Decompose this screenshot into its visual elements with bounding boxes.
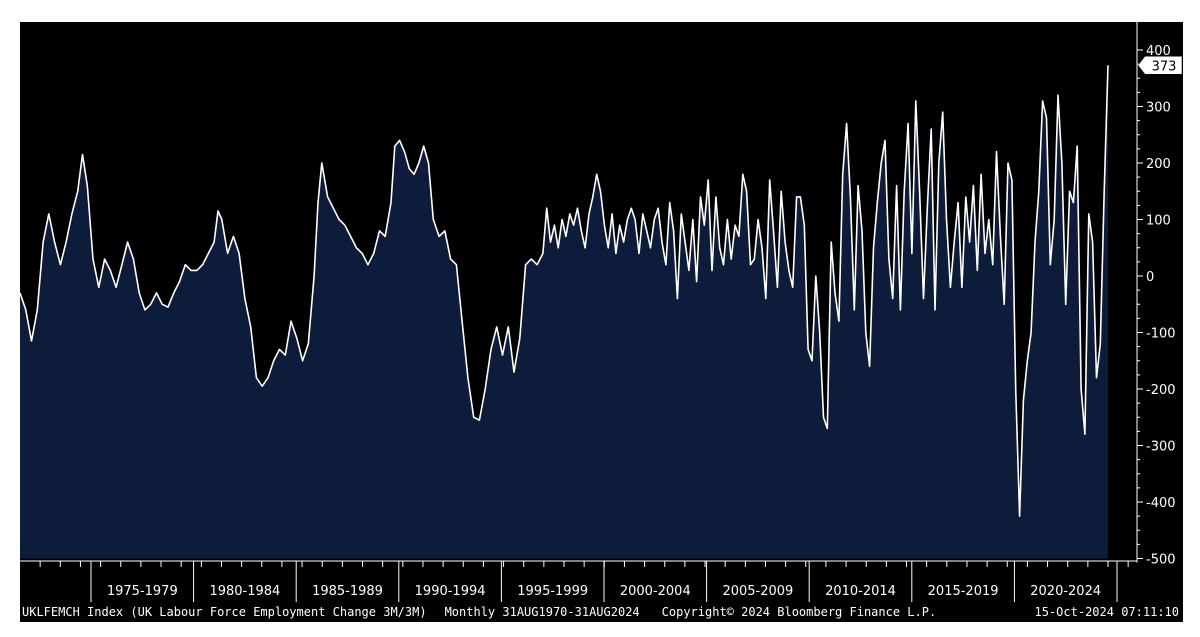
x-tick-label: 2010-2014	[825, 584, 896, 599]
x-axis: 1975-1979 1980-1984 1985-1989 1990-1994 1995…	[20, 560, 1137, 602]
y-tick-label: -500	[1146, 553, 1176, 568]
x-tick-label: 1990-1994	[415, 584, 486, 599]
x-tick-label: 2005-2009	[722, 584, 793, 599]
x-tick-label: 2020-2024	[1030, 584, 1101, 599]
y-tick-label: 100	[1146, 214, 1171, 229]
last-value-flag	[1137, 56, 1183, 75]
x-tick-label: 1975-1979	[107, 584, 178, 599]
x-tick-label: 2015-2019	[928, 584, 999, 599]
last-value-marker: 373	[1137, 56, 1183, 75]
area-layer	[19, 65, 1109, 559]
y-tick-label: -400	[1146, 496, 1176, 511]
x-tick-label: 1985-1989	[312, 584, 383, 599]
y-axis-strip	[1137, 22, 1183, 602]
y-axis: 400 300 200 100 0 -100 -200 -300 -400 -500	[1136, 22, 1176, 568]
x-tick-label: 2000-2004	[620, 584, 691, 599]
footer-timestamp: 15-Oct-2024 07:11:10	[1034, 605, 1180, 619]
footer-description: UKLFEMCH Index (UK Labour Force Employme…	[22, 605, 427, 619]
y-tick-label: -200	[1146, 383, 1176, 398]
y-tick-label: -100	[1146, 327, 1176, 342]
y-tick-label: 0	[1146, 270, 1154, 285]
series-area	[20, 65, 1108, 559]
y-tick-label: 300	[1146, 101, 1171, 116]
y-tick-label: -300	[1146, 440, 1176, 455]
last-value-label: 373	[1152, 59, 1177, 74]
footer-copyright: Copyright© 2024 Bloomberg Finance L.P.	[661, 605, 937, 619]
y-tick-label: 200	[1146, 157, 1171, 172]
series-line	[19, 65, 1109, 517]
x-tick-label: 1995-1999	[517, 584, 588, 599]
chart-footer: UKLFEMCH Index (UK Labour Force Employme…	[20, 602, 1183, 622]
footer-date-range: Monthly 31AUG1970-31AUG2024	[444, 605, 640, 619]
y-tick-label: 400	[1146, 44, 1171, 59]
x-tick-label: 1980-1984	[209, 584, 280, 599]
